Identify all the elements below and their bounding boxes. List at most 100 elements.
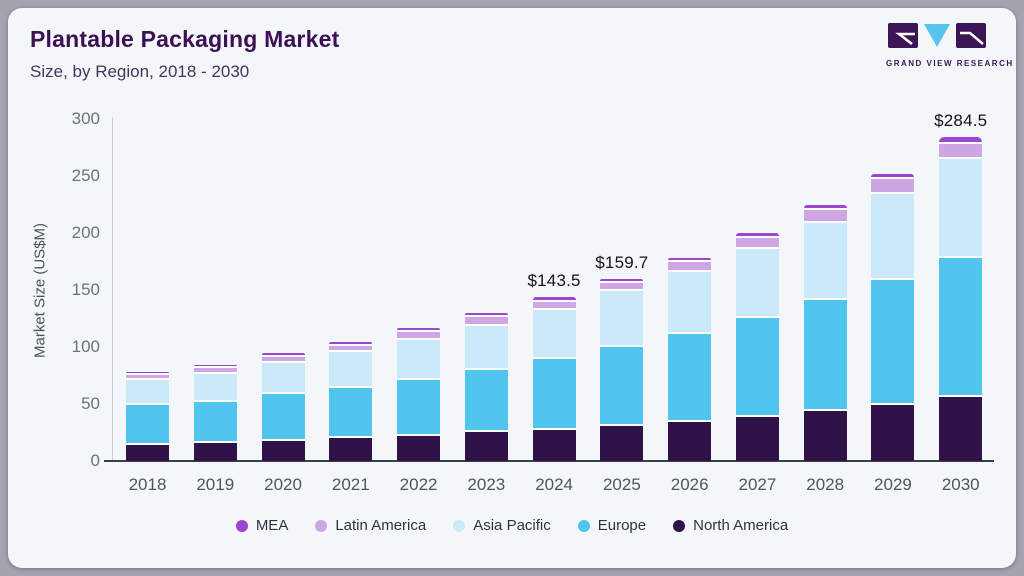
segment-europe-2027 <box>735 316 779 416</box>
gvr-logo-caption: GRAND VIEW RESEARCH <box>886 59 1014 68</box>
segment-latin-america-2020 <box>261 354 305 361</box>
segment-latin-america-2030 <box>939 141 983 157</box>
x-tick-2025: 2025 <box>602 475 641 494</box>
y-tick-100: 100 <box>71 337 100 356</box>
segment-mea-2030 <box>939 136 983 142</box>
segment-asia-pacific-2019 <box>193 372 237 401</box>
legend-dot-icon <box>453 519 466 532</box>
segment-asia-pacific-2025 <box>600 289 644 346</box>
total-label-2030: $284.5 <box>934 110 988 130</box>
x-tick-2023: 2023 <box>467 475 506 494</box>
segment-mea-2020 <box>261 352 305 355</box>
y-tick-200: 200 <box>71 223 100 242</box>
bar-2020 <box>261 352 305 461</box>
y-tick-150: 150 <box>71 280 100 299</box>
gvr-logo: GRAND VIEW RESEARCH <box>886 20 1014 68</box>
total-label-2024: $143.5 <box>527 271 581 291</box>
segment-asia-pacific-2018 <box>126 378 169 404</box>
segment-mea-2026 <box>668 257 712 261</box>
legend-dot-icon <box>673 519 686 532</box>
segment-europe-2022 <box>397 377 441 434</box>
segment-europe-2026 <box>668 332 712 420</box>
gvr-logo-mark <box>888 23 986 48</box>
segment-north-america-2024 <box>532 428 576 461</box>
x-tick-2024: 2024 <box>535 475 574 494</box>
segment-north-america-2019 <box>193 441 237 461</box>
x-tick-2020: 2020 <box>264 475 302 494</box>
bar-2023 <box>464 312 508 461</box>
segment-latin-america-2026 <box>668 260 712 271</box>
legend-label: Asia Pacific <box>473 517 551 534</box>
segment-europe-2021 <box>329 385 373 436</box>
y-axis-line <box>112 117 113 461</box>
x-tick-2026: 2026 <box>670 475 709 494</box>
y-tick-250: 250 <box>71 166 100 185</box>
bar-2018 <box>126 371 169 461</box>
segment-north-america-2026 <box>668 419 712 461</box>
legend-dot-icon <box>315 519 328 532</box>
legend-dot-icon <box>577 519 590 532</box>
y-tick-300: 300 <box>71 109 100 128</box>
segment-asia-pacific-2029 <box>871 191 915 279</box>
bar-2019 <box>193 364 237 461</box>
bar-2024 <box>532 297 576 461</box>
segment-north-america-2029 <box>871 403 915 461</box>
bar-2026 <box>668 257 712 461</box>
segment-asia-pacific-2022 <box>397 337 441 378</box>
segment-north-america-2022 <box>397 433 441 461</box>
segment-asia-pacific-2023 <box>464 323 508 368</box>
bar-2025 <box>600 278 644 461</box>
bar-2029 <box>871 173 915 461</box>
segment-mea-2025 <box>600 278 644 282</box>
y-tick-50: 50 <box>81 394 100 413</box>
segment-latin-america-2022 <box>397 330 441 338</box>
segment-mea-2028 <box>803 204 847 209</box>
segment-mea-2018 <box>126 371 169 374</box>
segment-north-america-2018 <box>126 443 169 461</box>
segment-latin-america-2021 <box>329 343 373 351</box>
segment-latin-america-2019 <box>193 366 237 373</box>
segment-europe-2018 <box>126 403 169 444</box>
legend-item-asia-pacific: Asia Pacific <box>453 517 551 534</box>
bar-2022 <box>397 328 441 461</box>
segment-north-america-2020 <box>261 438 305 461</box>
legend-label: Europe <box>597 517 647 534</box>
segment-asia-pacific-2020 <box>261 360 305 393</box>
segment-latin-america-2028 <box>803 208 847 222</box>
segment-europe-2024 <box>532 357 576 429</box>
segment-mea-2019 <box>193 364 237 367</box>
chart-legend: MEA Latin America Asia Pacific Europe North … <box>8 517 1016 534</box>
x-tick-2027: 2027 <box>738 475 777 494</box>
segment-mea-2023 <box>464 312 508 316</box>
chart-subtitle: Size, by Region, 2018 - 2030 <box>30 62 250 81</box>
logo-v-triangle-icon <box>924 24 950 47</box>
bar-2030 <box>939 136 983 461</box>
segment-europe-2029 <box>871 278 915 404</box>
segment-north-america-2030 <box>939 395 983 461</box>
bar-2027 <box>735 232 779 461</box>
legend-item-north-america: North America <box>673 517 788 534</box>
segment-mea-2027 <box>735 232 779 236</box>
legend-item-mea: MEA <box>235 517 288 534</box>
x-tick-2018: 2018 <box>128 475 167 494</box>
segment-north-america-2021 <box>329 435 373 461</box>
segment-mea-2021 <box>329 341 373 344</box>
segment-latin-america-2025 <box>600 281 644 290</box>
segment-north-america-2025 <box>600 423 644 461</box>
segment-asia-pacific-2028 <box>803 221 847 299</box>
segment-europe-2028 <box>803 298 847 409</box>
segment-latin-america-2018 <box>126 373 169 379</box>
segment-latin-america-2027 <box>735 235 779 248</box>
bar-2021 <box>329 341 373 461</box>
segment-mea-2029 <box>871 173 915 178</box>
segment-asia-pacific-2024 <box>532 308 576 358</box>
segment-europe-2025 <box>600 345 644 424</box>
segment-asia-pacific-2030 <box>939 156 983 256</box>
segment-europe-2023 <box>464 367 508 431</box>
x-axis-line <box>104 460 994 462</box>
segment-asia-pacific-2027 <box>735 247 779 317</box>
page-title: Plantable Packaging Market <box>30 26 340 52</box>
x-tick-2022: 2022 <box>399 475 438 494</box>
legend-dot-icon <box>235 519 248 532</box>
x-tick-2029: 2029 <box>874 475 912 494</box>
